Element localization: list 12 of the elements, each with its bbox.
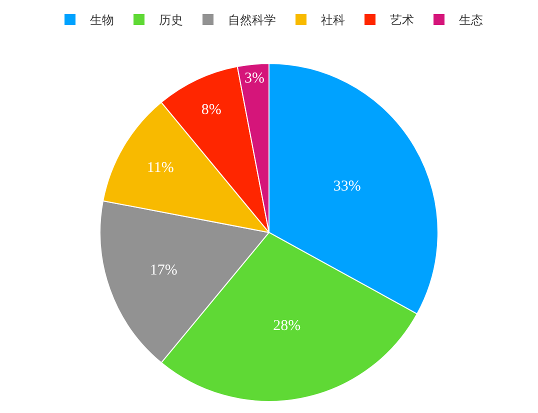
- data-label: 33%: [333, 178, 361, 194]
- legend-label: 自然科学: [228, 13, 276, 28]
- legend-label: 历史: [159, 13, 183, 28]
- legend-label: 生物: [90, 13, 114, 28]
- legend-label: 艺术: [390, 13, 414, 28]
- data-label: 8%: [201, 102, 222, 118]
- legend-label: 社科: [321, 13, 345, 28]
- data-label: 11%: [146, 160, 174, 176]
- data-label: 3%: [244, 70, 264, 87]
- data-label: 17%: [150, 262, 178, 278]
- data-label: 28%: [273, 318, 301, 334]
- legend-label: 生态: [459, 13, 483, 28]
